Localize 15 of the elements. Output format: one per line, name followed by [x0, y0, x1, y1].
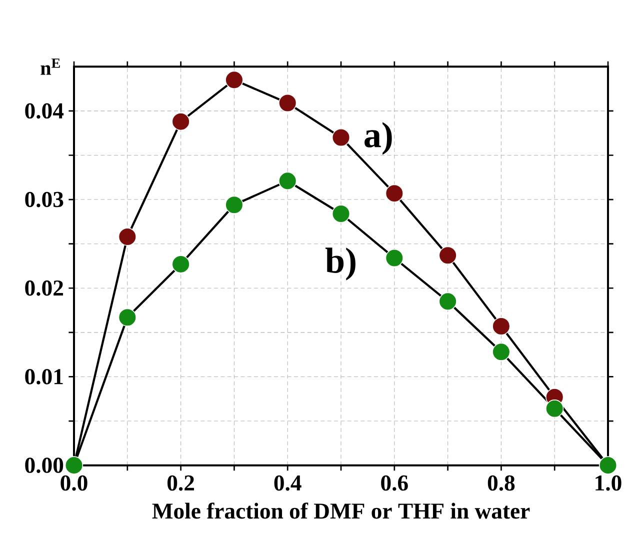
annotation: b)	[325, 248, 356, 280]
x-tick-label: 0.6	[381, 475, 408, 491]
x-tick-label: 0.4	[274, 475, 302, 491]
y-tick-label: 0.02	[25, 280, 63, 296]
y-tick-label: 0.01	[25, 369, 63, 384]
x-tick-label: 0.2	[167, 475, 194, 491]
y-tick-label: 0.03	[25, 192, 64, 208]
y-axis-title: n$^{E}$	[40, 58, 60, 75]
x-tick-label: 0.0	[60, 475, 88, 491]
y-tick-label: 0.04	[25, 103, 64, 119]
x-tick-label: 0.8	[488, 475, 515, 491]
y-tick-label: 0.00	[25, 458, 64, 474]
annotation: a)	[364, 122, 392, 155]
x-axis-title: Mole fraction of DMF or THF in water	[152, 502, 530, 519]
x-tick-label: 1.0	[596, 475, 622, 491]
